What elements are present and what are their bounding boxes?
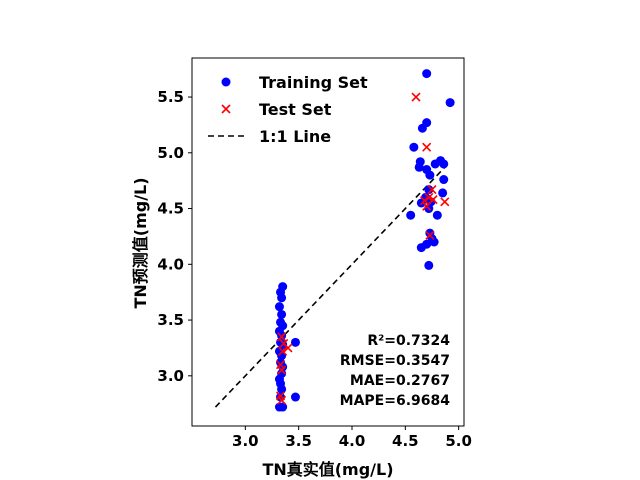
y-tick-label: 4.0 [157, 255, 184, 273]
test-point [277, 395, 287, 405]
training-point [290, 337, 300, 347]
training-point [277, 309, 287, 319]
test-point [277, 365, 287, 375]
y-axis-label: TN预测值(mg/L) [131, 177, 150, 308]
test-point [427, 185, 437, 195]
training-point [424, 260, 434, 270]
identity-line [214, 161, 451, 408]
y-tick-label: 3.0 [157, 367, 184, 385]
metric-line: RMSE=0.3547 [340, 353, 450, 369]
legend-marker-test [221, 104, 231, 114]
x-axis-label: TN真实值(mg/L) [262, 460, 393, 479]
y-axis: 3.0 3.5 4.0 4.5 5.0 5.5 [157, 88, 192, 385]
x-tick-label: 5.0 [445, 432, 472, 450]
training-point [414, 162, 424, 172]
metric-line: MAE=0.2767 [350, 373, 450, 389]
legend-marker-training [221, 77, 231, 87]
training-point [445, 98, 455, 108]
training-point [439, 175, 449, 185]
legend-label: Training Set [259, 73, 368, 92]
test-point [440, 197, 450, 207]
test-point [278, 346, 288, 356]
test-point [283, 343, 293, 353]
x-axis: 3.0 3.5 4.0 4.5 5.0 [232, 426, 472, 450]
training-point [424, 185, 434, 195]
training-point [432, 210, 442, 220]
training-point [406, 210, 416, 220]
x-tick-label: 4.5 [392, 432, 419, 450]
legend-label: Test Set [259, 100, 332, 119]
test-point [411, 92, 421, 102]
test-point [422, 201, 432, 211]
training-point [439, 159, 449, 169]
training-point [429, 237, 439, 247]
y-tick-label: 3.5 [157, 311, 184, 329]
legend-label: 1:1 Line [259, 127, 331, 146]
metric-line: R²=0.7324 [367, 333, 450, 349]
test-point [425, 230, 435, 240]
training-point [416, 243, 426, 253]
plot-marks [214, 69, 455, 412]
training-point [274, 302, 284, 312]
y-tick-label: 5.0 [157, 144, 184, 162]
training-point [438, 188, 448, 198]
test-point [277, 332, 287, 342]
training-point [425, 170, 435, 180]
training-point [422, 69, 432, 79]
test-point [422, 142, 432, 152]
metric-line: MAPE=6.9684 [340, 393, 451, 409]
plot-frame [191, 57, 465, 427]
training-point [430, 159, 440, 169]
y-tick-label: 5.5 [157, 88, 184, 106]
test-point [419, 196, 430, 206]
x-tick-label: 3.5 [285, 432, 312, 450]
y-tick-label: 4.5 [157, 200, 184, 218]
training-point [290, 392, 300, 402]
x-tick-label: 4.0 [339, 432, 366, 450]
metrics-annotation: R²=0.7324 RMSE=0.3547 MAE=0.2767 MAPE=6.968… [340, 333, 451, 409]
legend: Training Set Test Set 1:1 Line [208, 73, 368, 146]
training-point [409, 142, 419, 152]
training-point [417, 123, 427, 133]
x-tick-label: 3.0 [232, 432, 259, 450]
training-point [277, 293, 287, 303]
